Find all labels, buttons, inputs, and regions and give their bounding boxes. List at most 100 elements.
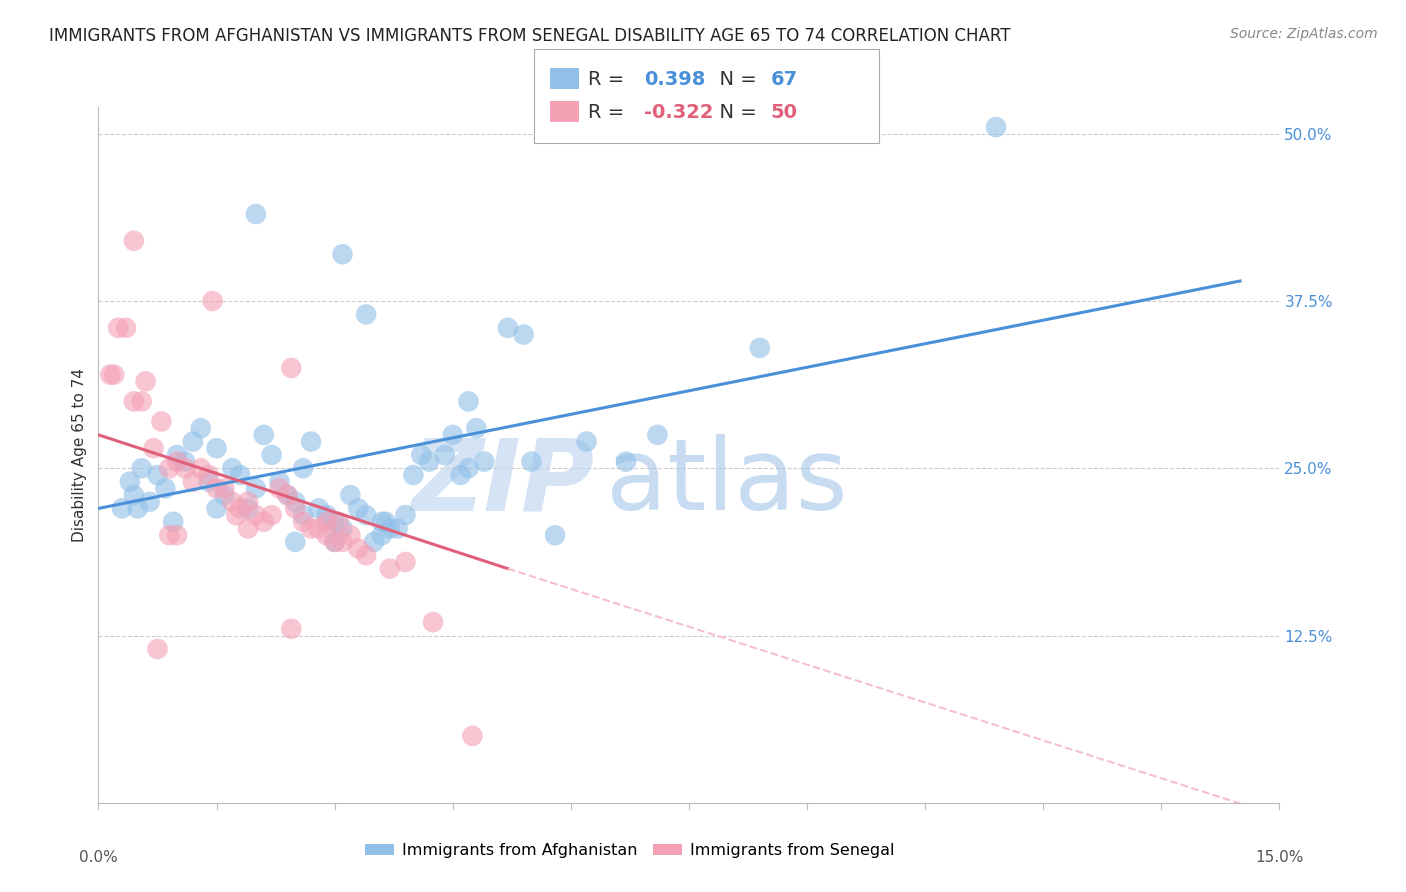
Point xyxy=(315,515,337,529)
Point xyxy=(276,488,298,502)
Point xyxy=(465,421,488,435)
Point xyxy=(378,562,401,576)
Point xyxy=(122,394,145,409)
Point xyxy=(166,528,188,542)
Point xyxy=(260,448,283,462)
Point xyxy=(221,461,243,475)
Point xyxy=(374,515,396,529)
Point xyxy=(157,461,180,475)
Point xyxy=(544,528,567,542)
Point xyxy=(308,521,330,535)
Point xyxy=(323,534,346,549)
Point xyxy=(162,515,184,529)
Point xyxy=(150,414,173,428)
Point xyxy=(205,481,228,495)
Point xyxy=(181,434,204,449)
Point xyxy=(115,320,138,334)
Point xyxy=(229,467,252,482)
Point xyxy=(201,293,224,308)
Text: N =: N = xyxy=(707,103,763,121)
Point xyxy=(157,528,180,542)
Point xyxy=(146,642,169,657)
Point xyxy=(323,534,346,549)
Point xyxy=(245,508,267,522)
Point xyxy=(339,488,361,502)
Point xyxy=(245,207,267,221)
Point xyxy=(748,341,770,355)
Point xyxy=(111,501,134,516)
Point xyxy=(122,488,145,502)
Point xyxy=(284,534,307,549)
Point xyxy=(402,467,425,482)
Point xyxy=(284,501,307,516)
Point xyxy=(146,467,169,482)
Point xyxy=(354,307,377,321)
Text: 0.0%: 0.0% xyxy=(79,849,118,864)
Point xyxy=(236,501,259,516)
Point xyxy=(221,494,243,508)
Point xyxy=(135,374,157,388)
Point xyxy=(354,548,377,563)
Point xyxy=(418,454,440,469)
Point xyxy=(253,515,276,529)
Point xyxy=(299,434,322,449)
Point xyxy=(371,528,394,542)
Point xyxy=(461,729,484,743)
Point xyxy=(225,508,247,522)
Point xyxy=(315,528,337,542)
Text: N =: N = xyxy=(707,70,763,88)
Legend: Immigrants from Afghanistan, Immigrants from Senegal: Immigrants from Afghanistan, Immigrants … xyxy=(359,837,901,864)
Text: 15.0%: 15.0% xyxy=(1256,849,1303,864)
Point xyxy=(614,454,637,469)
Text: R =: R = xyxy=(588,103,630,121)
Text: 0.398: 0.398 xyxy=(644,70,706,88)
Point xyxy=(155,481,177,495)
Point xyxy=(245,481,267,495)
Point xyxy=(260,508,283,522)
Point xyxy=(450,467,472,482)
Text: atlas: atlas xyxy=(606,434,848,532)
Text: IMMIGRANTS FROM AFGHANISTAN VS IMMIGRANTS FROM SENEGAL DISABILITY AGE 65 TO 74 C: IMMIGRANTS FROM AFGHANISTAN VS IMMIGRANT… xyxy=(49,27,1011,45)
Point xyxy=(236,494,259,508)
Point xyxy=(433,448,456,462)
Point xyxy=(299,521,322,535)
Point xyxy=(292,461,315,475)
Point xyxy=(98,368,121,382)
Y-axis label: Disability Age 65 to 74: Disability Age 65 to 74 xyxy=(72,368,87,542)
Point xyxy=(512,327,534,342)
Point xyxy=(197,475,219,489)
Point xyxy=(332,521,354,535)
Point xyxy=(269,481,291,495)
Point xyxy=(411,448,433,462)
Point xyxy=(229,501,252,516)
Point xyxy=(166,448,188,462)
Point xyxy=(339,528,361,542)
Point xyxy=(253,427,276,442)
Point xyxy=(166,454,188,469)
Text: -0.322: -0.322 xyxy=(644,103,713,121)
Point xyxy=(422,615,444,630)
Point xyxy=(205,501,228,516)
Point xyxy=(284,494,307,508)
Point xyxy=(127,501,149,516)
Point xyxy=(292,508,315,522)
Point xyxy=(323,515,346,529)
Text: 67: 67 xyxy=(770,70,797,88)
Point xyxy=(205,441,228,455)
Point xyxy=(280,360,302,375)
Point xyxy=(280,622,302,636)
Point xyxy=(496,320,519,334)
Point xyxy=(457,461,479,475)
Point xyxy=(347,501,370,516)
Point xyxy=(328,515,350,529)
Point xyxy=(118,475,141,489)
Point xyxy=(269,475,291,489)
Point xyxy=(575,434,598,449)
Point xyxy=(138,494,160,508)
Point xyxy=(174,461,197,475)
Point xyxy=(107,320,129,334)
Text: 50: 50 xyxy=(770,103,797,121)
Point xyxy=(190,461,212,475)
Point xyxy=(197,467,219,482)
Point xyxy=(363,534,385,549)
